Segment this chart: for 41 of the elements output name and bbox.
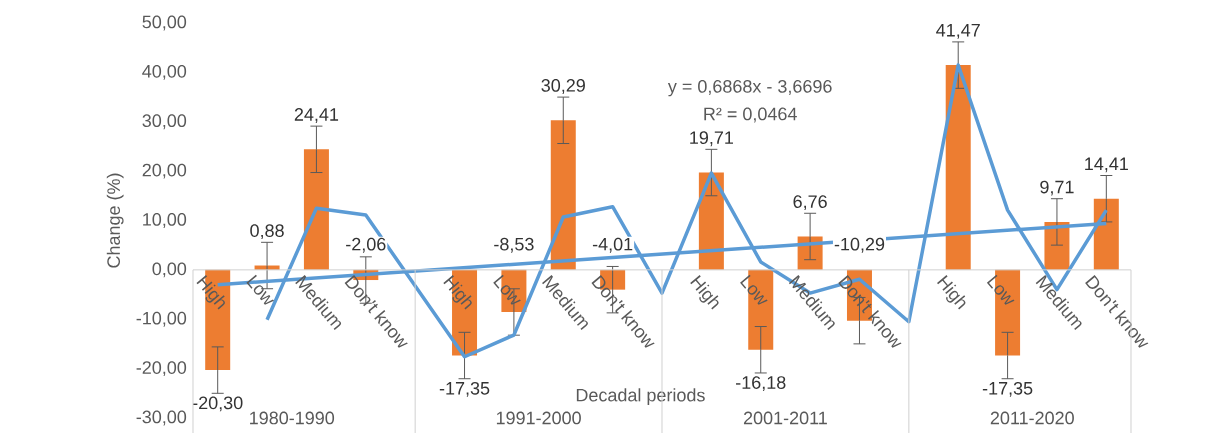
data-label: -16,18 — [736, 376, 786, 392]
y-tick-label: -10,00 — [136, 311, 187, 327]
y-tick-label: 40,00 — [142, 64, 187, 80]
x-tick-label: Low — [986, 274, 1015, 305]
y-tick-label: -30,00 — [136, 410, 187, 426]
bar — [1093, 198, 1119, 270]
data-label: -4,01 — [592, 237, 633, 253]
bar — [945, 65, 971, 270]
y-tick-label: 30,00 — [142, 114, 187, 130]
data-label: -17,35 — [982, 381, 1033, 397]
bar — [550, 120, 576, 270]
annotation: 1991-2000 — [496, 411, 581, 425]
y-tick-label: 20,00 — [142, 163, 187, 179]
y-axis-title: Change (%) — [106, 173, 124, 268]
data-label: -20,30 — [192, 396, 243, 412]
annotation: 2001-2011 — [743, 411, 827, 425]
bar — [303, 149, 329, 270]
y-tick-label: -20,00 — [136, 361, 187, 377]
x-tick-label: Low — [740, 274, 768, 305]
y-tick-label: 0,00 — [152, 262, 187, 278]
data-label: 41,47 — [936, 24, 980, 39]
data-label: 6,76 — [793, 195, 827, 211]
data-label: 14,41 — [1085, 157, 1128, 173]
data-label: -8,53 — [494, 237, 534, 253]
y-tick-label: 10,00 — [143, 213, 187, 228]
data-label: -2,06 — [346, 237, 386, 253]
annotation: 1980-1990 — [250, 411, 335, 425]
annotation: y = 0,6868x - 3,6696 — [667, 80, 832, 97]
annotation: R² = 0,0464 — [704, 107, 797, 123]
y-tick-label: 50,00 — [142, 15, 187, 31]
data-label: -17,35 — [439, 381, 490, 397]
data-label: 0,88 — [250, 224, 284, 240]
x-tick-label: Low — [246, 274, 274, 305]
data-label: 24,41 — [294, 108, 339, 123]
data-label: 30,29 — [541, 79, 585, 94]
x-axis-title: Decadal periods — [576, 388, 705, 406]
x-tick-label: Low — [493, 274, 521, 305]
data-label: -10,29 — [834, 237, 885, 253]
data-label: 9,71 — [1040, 180, 1074, 196]
data-label: 19,71 — [690, 131, 734, 147]
annotation: 2011-2020 — [990, 411, 1074, 425]
